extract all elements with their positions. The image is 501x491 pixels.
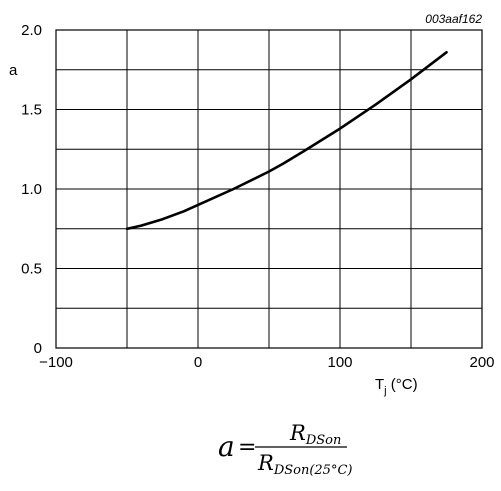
- formula-numerator: RDSon: [289, 421, 341, 448]
- y-tick-label: 2.0: [21, 22, 42, 39]
- figure-code: 003aaf162: [425, 12, 482, 26]
- x-tick-label: 200: [469, 354, 494, 371]
- formula-lhs: a: [218, 430, 235, 463]
- formula-denominator: RDSon(25°C): [257, 451, 352, 478]
- x-axis-label: Tj (°C): [375, 376, 418, 397]
- y-tick-label: 0: [34, 340, 42, 357]
- series-layer: [125, 50, 448, 231]
- x-axis-label-unit: (°C): [387, 376, 418, 393]
- denominator-sub: DSon(25°C): [273, 463, 353, 478]
- y-tick-label: 1.5: [21, 102, 42, 119]
- numerator-sub: DSon: [305, 433, 342, 448]
- denominator-base: R: [257, 451, 274, 475]
- formula-equals: =: [238, 435, 256, 460]
- y-tick-label: 1.0: [21, 181, 42, 198]
- x-tick-label: 100: [327, 354, 352, 371]
- formula: a = RDSon RDSon(25°C): [218, 421, 352, 478]
- x-axis-label-sub: j: [383, 385, 386, 397]
- grid: [56, 30, 482, 348]
- numerator-base: R: [289, 421, 306, 445]
- series-line: [125, 50, 448, 231]
- plot-frame: [55, 29, 483, 349]
- x-tick-label: 0: [194, 354, 202, 371]
- y-tick-label: 0.5: [21, 261, 42, 278]
- x-tick-label: −100: [39, 354, 73, 371]
- y-axis-label: a: [9, 62, 18, 79]
- x-axis-label-base: T: [375, 376, 384, 393]
